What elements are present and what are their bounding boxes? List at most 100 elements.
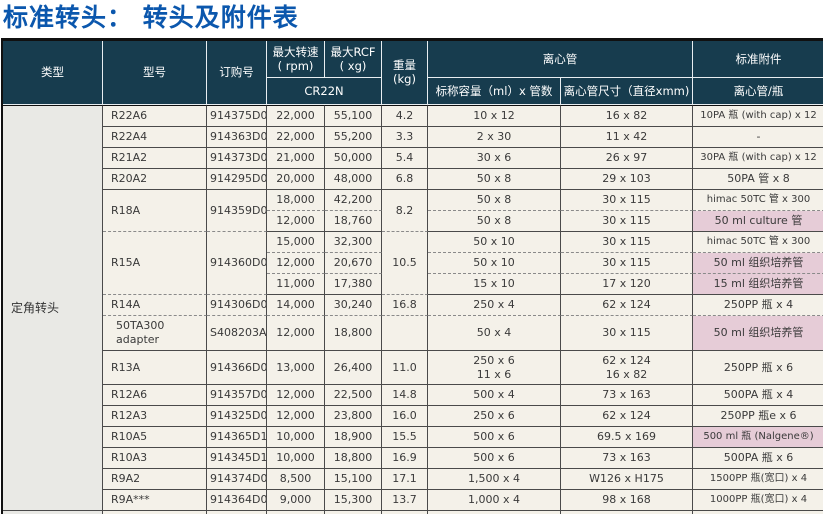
table-cell: 2 x 30: [428, 127, 561, 148]
table-cell: 42,200: [325, 190, 382, 211]
table-cell: 12,000: [267, 253, 325, 274]
table-cell: 18,000: [267, 190, 325, 211]
table-cell: 914325D0: [207, 406, 267, 427]
table-cell: 48,000: [325, 169, 382, 190]
table-cell: 30 x 6: [428, 148, 561, 169]
table-cell: 50 x 8: [428, 169, 561, 190]
table-cell: 8.2: [382, 190, 428, 232]
header-capacity: 标称容量（ml）x 管数: [428, 78, 561, 105]
table-cell: 15.5: [382, 427, 428, 448]
table-cell: 18,800: [325, 448, 382, 469]
table-cell: R10A3: [103, 448, 207, 469]
table-cell: R22A6: [103, 105, 207, 127]
table-cell: 22,000: [267, 127, 325, 148]
table-cell: 914365D1: [207, 427, 267, 448]
header-weight: 重量 (kg): [382, 41, 428, 106]
table-cell: 15,100: [325, 469, 382, 490]
table-cell: 26 x 97: [561, 148, 693, 169]
table-cell: 11.0: [382, 351, 428, 386]
table-cell: 4.2: [382, 105, 428, 127]
table-cell: 914366D0: [207, 351, 267, 386]
table-cell: 10 x 12: [428, 105, 561, 127]
table-cell: 3.3: [382, 127, 428, 148]
table-cell: R20A2: [103, 169, 207, 190]
table-cell: 50,000: [325, 148, 382, 169]
table-cell: 15,000: [267, 232, 325, 253]
table-cell: 55,100: [325, 105, 382, 127]
table-cell: 9,000: [267, 490, 325, 511]
table-cell: 10,000: [267, 448, 325, 469]
rotor-accessory-table: 类型型号订购号最大转速 ( rpm)最大RCF ( xg)重量 (kg)离心管标…: [1, 38, 823, 514]
table-cell: 11,000: [267, 274, 325, 295]
header-tube-size: 离心管尺寸（直径xmm): [561, 78, 693, 105]
table-cell: 20,670: [325, 253, 382, 274]
table-cell: 1500PP 瓶(宽口) x 4: [693, 469, 823, 490]
table-cell: 500 x 6: [428, 448, 561, 469]
table-cell: 5.4: [382, 148, 428, 169]
table-cell: 18,760: [325, 211, 382, 232]
table-cell: 29 x 103: [561, 169, 693, 190]
table-cell: W126 x H175: [561, 469, 693, 490]
table-cell: 30 x 115: [561, 190, 693, 211]
table-cell: 30PA 瓶 (with cap) x 12: [693, 148, 823, 169]
table-cell: 914374D0: [207, 469, 267, 490]
table-cell: R22A4: [103, 127, 207, 148]
table-cell: 914375D0: [207, 105, 267, 127]
table-cell: 914306D0: [207, 295, 267, 316]
table-cell: 14,000: [267, 295, 325, 316]
table-cell: 914357D0: [207, 385, 267, 406]
table-cell: R15A: [103, 232, 207, 295]
table-cell: 21,000: [267, 148, 325, 169]
table-cell: 17.1: [382, 469, 428, 490]
table-cell: 500PA 瓶 x 6: [693, 448, 823, 469]
table-cell: 16.8: [382, 295, 428, 316]
table-cell: R13A: [103, 351, 207, 386]
header-cr22n: CR22N: [267, 78, 382, 105]
table-cell: 50 ml 组织培养管: [693, 253, 823, 274]
header-order-no: 订购号: [207, 41, 267, 106]
table-cell: R12A6: [103, 385, 207, 406]
table-cell: 1,000 x 4: [428, 490, 561, 511]
table-cell: 22,000: [267, 105, 325, 127]
table-cell: 8,500: [267, 469, 325, 490]
table-cell: 1000PP 瓶(宽口) x 4: [693, 490, 823, 511]
table-cell: 50 ml 组织培养管: [693, 316, 823, 351]
table-cell: 50 x 4: [428, 316, 561, 351]
table-cell: 13,000: [267, 351, 325, 386]
table-cell: 250 x 6 11 x 6: [428, 351, 561, 386]
table-cell: 50 x 8: [428, 211, 561, 232]
table-cell: 12,000: [267, 406, 325, 427]
page: 标准转头： 转头及附件表 类型型号订购号最大转速 ( rpm)最大RCF ( x…: [0, 0, 823, 482]
header-max-rcf: 最大RCF ( xg): [325, 41, 382, 79]
header-model: 型号: [103, 41, 207, 106]
table-cell: S408203A: [207, 316, 267, 351]
table-cell: 1,500 x 4: [428, 469, 561, 490]
table-cell: 50 x 8: [428, 190, 561, 211]
table-cell: 62 x 124: [561, 406, 693, 427]
table-cell: 914364D0: [207, 490, 267, 511]
table-cell: 16.0: [382, 406, 428, 427]
header-max-speed: 最大转速 ( rpm): [267, 41, 325, 79]
table-cell: R9A2: [103, 469, 207, 490]
table-cell: R14A: [103, 295, 207, 316]
table-cell: 16 x 82: [561, 105, 693, 127]
table-cell: 250 x 4: [428, 295, 561, 316]
table-cell: 500 ml 瓶 (Nalgene®): [693, 427, 823, 448]
table-cell: R9A***: [103, 490, 207, 511]
table-cell: himac 50TC 管 x 300: [693, 232, 823, 253]
table-cell: R12A3: [103, 406, 207, 427]
table-cell: 250PP 瓶 x 6: [693, 351, 823, 386]
table-cell: 14.8: [382, 385, 428, 406]
table-cell: 30,240: [325, 295, 382, 316]
table-cell: 20,000: [267, 169, 325, 190]
table-cell: 30 x 115: [561, 232, 693, 253]
table-cell: 250PP 瓶 x 4: [693, 295, 823, 316]
table-cell: 73 x 163: [561, 448, 693, 469]
